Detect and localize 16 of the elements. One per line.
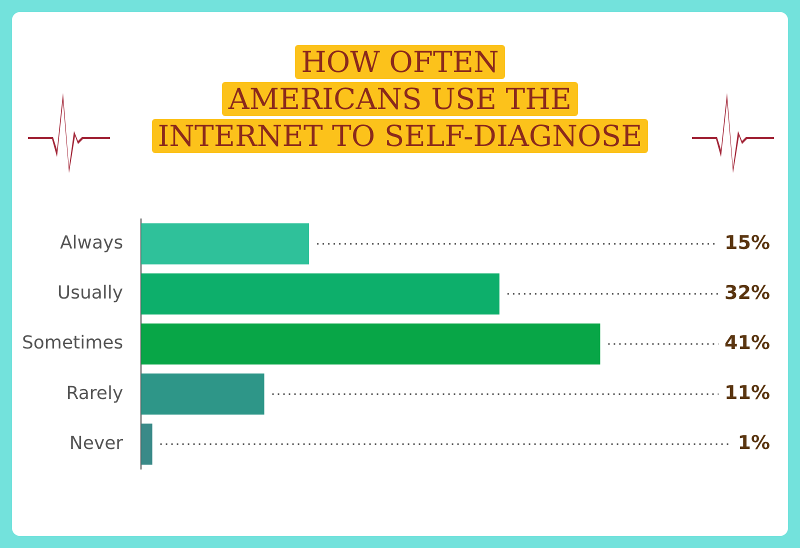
bar <box>141 374 264 415</box>
y-tick-label: Rarely <box>66 382 124 404</box>
y-tick-label: Sometimes <box>22 332 124 354</box>
bar <box>141 424 152 465</box>
bar <box>141 223 310 264</box>
chart-title: HOW OFTEN AMERICANS USE THE INTERNET TO SELF-DIAGNOSE <box>152 45 648 153</box>
data-label: 41% <box>724 332 770 354</box>
y-tick-label: Always <box>60 232 124 254</box>
y-tick-label: Never <box>69 432 124 454</box>
y-tick-label: Usually <box>57 282 124 304</box>
data-label: 11% <box>724 382 770 404</box>
bar <box>141 323 600 365</box>
data-label: 1% <box>738 432 770 454</box>
data-label: 15% <box>724 232 770 254</box>
data-label: 32% <box>724 282 770 304</box>
bar <box>141 273 500 314</box>
